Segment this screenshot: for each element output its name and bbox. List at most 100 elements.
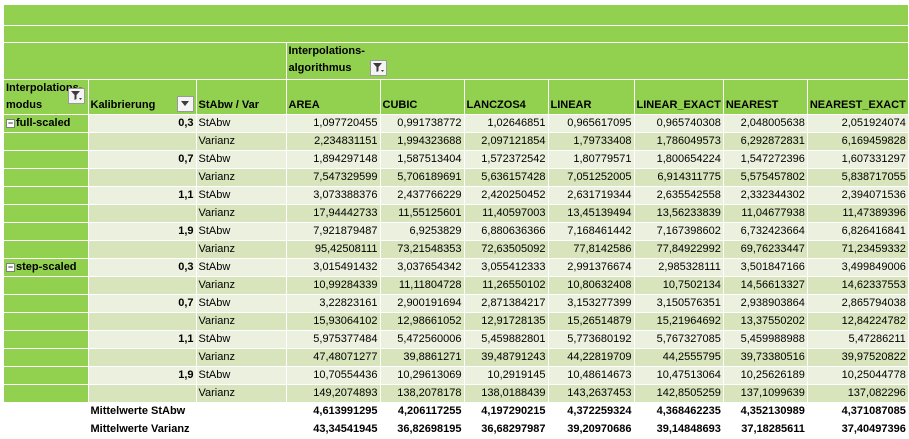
value-cell: 39,97520822 [807,348,909,367]
summary-value-cell: 4,372259324 [548,402,635,421]
summary-spacer [4,420,89,439]
value-cell: 6,9253829 [380,222,465,241]
value-cell: 149,2074893 [286,384,381,403]
summary-value-cell: 39,20970686 [548,420,635,439]
value-cell: 3,073388376 [286,186,381,205]
value-cell: 13,37550202 [723,312,808,331]
stat-cell: Varianz [196,276,287,295]
value-cell: 1,786049573 [634,132,724,151]
row-group-cell [4,330,89,349]
stat-cell: Varianz [196,204,287,223]
value-cell: 6,880636366 [464,222,549,241]
table-row: − full-scaled 0,3 StAbw 1,097720455 0,9917387… [4,114,909,133]
value-cell: 2,051924074 [807,114,909,133]
summary-row: Mittelwerte Varianz 43,34541945 36,8269819… [4,420,909,439]
value-cell: 6,914311775 [634,168,724,187]
value-cell: 2,900191694 [380,294,465,313]
summary-label: Mittelwerte Varianz [88,420,287,439]
column-header: CUBIC [380,79,465,115]
value-cell: 11,40597003 [464,204,549,223]
value-cell: 13,56233839 [634,204,724,223]
value-cell: 95,42508111 [286,240,381,259]
kalibrierung-cell: 1,1 [88,330,197,349]
value-cell: 1,994323688 [380,132,465,151]
value-cell: 10,29613069 [380,366,465,385]
summary-value-cell: 37,18285611 [723,420,808,439]
value-cell: 5,767327085 [634,330,724,349]
stat-cell: StAbw [196,150,287,169]
kalibrierung-cell [88,132,197,151]
collapse-icon[interactable]: − [6,118,15,128]
value-cell: 3,015491432 [286,258,381,277]
value-cell: 12,98661052 [380,312,465,331]
value-cell: 10,80632408 [548,276,635,295]
summary-value-cell: 4,197290215 [464,402,549,421]
value-cell: 69,76233447 [723,240,808,259]
column-header-row: Interpolations- modus Kalibrierung StAbw… [4,79,909,115]
stat-cell: Varianz [196,348,287,367]
row-group-cell [4,186,89,205]
value-cell: 10,2919145 [464,366,549,385]
value-cell: 1,097720455 [286,114,381,133]
value-cell: 47,48071277 [286,348,381,367]
row-group-cell [4,294,89,313]
table-row: Varianz 2,234831151 1,994323688 2,097121854… [4,132,909,151]
collapse-icon[interactable]: − [6,262,15,272]
value-cell: 71,23459332 [807,240,909,259]
summary-value-cell: 4,371087085 [807,402,909,421]
value-cell: 1,800654224 [634,150,724,169]
summary-value-cell: 4,206117255 [380,402,465,421]
summary-value-cell: 36,68297987 [464,420,549,439]
row-group-cell [4,150,89,169]
row-group-cell [4,204,89,223]
column-field-row: Interpolations- algorithmus [4,42,909,80]
value-cell: 138,0188439 [464,384,549,403]
filter-icon[interactable] [67,88,85,104]
value-cell: 10,25626189 [723,366,808,385]
value-cell: 3,501847166 [723,258,808,277]
value-cell: 39,8861271 [380,348,465,367]
row-group-cell [4,132,89,151]
value-cell: 15,93064102 [286,312,381,331]
value-cell: 12,84224782 [807,312,909,331]
kalibrierung-cell [88,240,197,259]
stat-cell: Varianz [196,240,287,259]
row-group-cell [4,312,89,331]
value-cell: 44,2555795 [634,348,724,367]
value-cell: 7,921879487 [286,222,381,241]
value-cell: 15,21964692 [634,312,724,331]
kalibrierung-cell [88,312,197,331]
row-group-cell [4,366,89,385]
value-cell: 1,572372542 [464,150,549,169]
summary-value-cell: 36,82698195 [380,420,465,439]
value-cell: 3,055412333 [464,258,549,277]
table-row: 1,1 StAbw 5,975377484 5,472560006 5,45988280… [4,330,909,349]
filter-icon[interactable] [369,60,387,77]
value-cell: 10,7502134 [634,276,724,295]
value-cell: 1,607331297 [807,150,909,169]
kalibrierung-cell: 1,9 [88,222,197,241]
row-group-label: − step-scaled [4,258,89,277]
row-group-label: − full-scaled [4,114,89,133]
header-spacer-row [4,25,909,43]
value-cell: 7,168461442 [548,222,635,241]
stat-cell: Varianz [196,168,287,187]
stat-cell: StAbw [196,294,287,313]
column-header: NEAREST_EXACT [807,79,909,115]
value-cell: 5,459882801 [464,330,549,349]
value-cell: 1,79733408 [548,132,635,151]
value-cell: 2,871384217 [464,294,549,313]
value-cell: 10,48614673 [548,366,635,385]
summary-row: Mittelwerte StAbw 4,613991295 4,206117255 4… [4,402,909,421]
stat-cell: StAbw [196,186,287,205]
dropdown-arrow-icon[interactable] [176,96,194,112]
value-cell: 1,587513404 [380,150,465,169]
table-row: − step-scaled 0,3 StAbw 3,015491432 3,0376543… [4,258,909,277]
value-cell: 142,8505259 [634,384,724,403]
value-cell: 77,84922992 [634,240,724,259]
row-group-text: step-scaled [16,261,77,273]
value-cell: 2,631719344 [548,186,635,205]
stat-cell: Varianz [196,312,287,331]
value-cell: 5,975377484 [286,330,381,349]
column-header: NEAREST [723,79,808,115]
